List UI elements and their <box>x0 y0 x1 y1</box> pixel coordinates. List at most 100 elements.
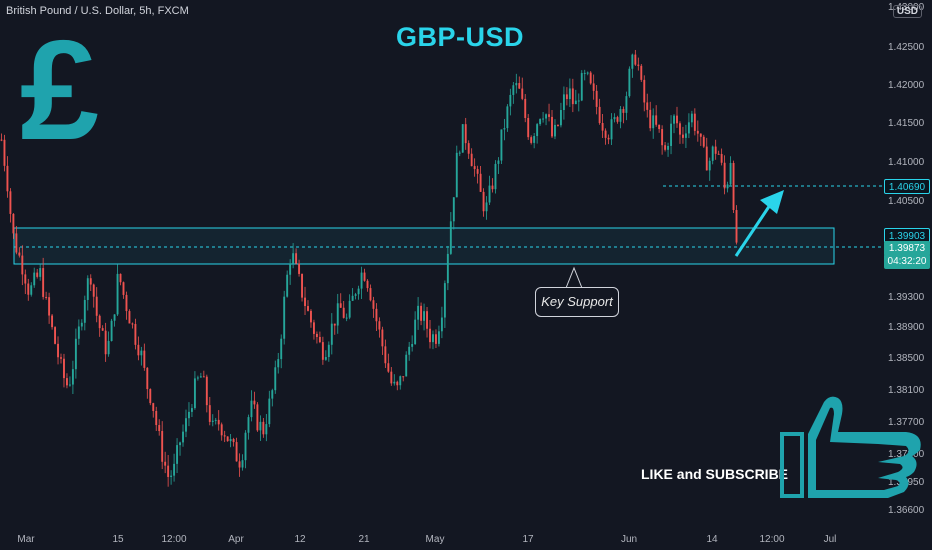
candle-body <box>33 272 36 286</box>
candle-body <box>18 252 21 256</box>
candle-body <box>625 96 628 113</box>
candle-body <box>280 338 283 360</box>
candle-body <box>6 165 9 192</box>
candle-body <box>533 136 536 143</box>
candle-body <box>354 294 357 296</box>
candle-body <box>21 255 24 275</box>
candle-body <box>199 376 202 378</box>
candle-body <box>571 88 574 105</box>
candle-body <box>515 83 518 86</box>
candle-body <box>702 136 705 147</box>
candle-body <box>673 115 675 124</box>
candle-body <box>506 106 509 129</box>
candle-body <box>717 153 720 155</box>
candle-body <box>732 163 735 211</box>
candle-body <box>420 305 423 321</box>
price-tick-label: 1.36600 <box>888 505 925 516</box>
candle-body <box>426 311 428 329</box>
key-support-callout[interactable]: Key Support <box>535 287 619 317</box>
candle-body <box>708 160 711 171</box>
candle-body <box>253 400 256 405</box>
candle-body <box>68 384 71 386</box>
support-zone <box>13 227 835 265</box>
price-tick-label: 1.41500 <box>888 118 925 129</box>
time-axis[interactable]: Mar 15 12:00 Apr 12 21 May 17 Jun 14 12:00 Jul <box>17 534 836 545</box>
candle-body <box>509 94 512 107</box>
candle-body <box>667 145 670 150</box>
candle-body <box>185 418 187 432</box>
candle-body <box>107 341 110 355</box>
price-tick-label: 1.38100 <box>888 385 925 396</box>
candle-body <box>304 297 306 307</box>
candle-body <box>202 376 205 378</box>
candle-body <box>315 333 318 337</box>
candle-body <box>220 424 223 436</box>
candle-body <box>622 109 625 113</box>
candle-body <box>711 146 714 161</box>
candle-body <box>432 334 434 343</box>
candle-body <box>589 72 592 84</box>
annotation-layer <box>565 190 784 289</box>
candle-body <box>378 321 381 330</box>
candle-body <box>24 274 27 284</box>
bullish-arrow-shaft <box>734 204 772 257</box>
time-tick-label: Jul <box>824 534 837 545</box>
candle-body <box>113 314 116 321</box>
price-tag-target: 1.40690 <box>884 179 930 194</box>
candle-body <box>661 129 664 146</box>
candle-body <box>307 306 309 311</box>
candle-body <box>372 300 375 309</box>
candle-body <box>176 445 179 464</box>
time-tick-label: Jun <box>621 534 637 545</box>
symbol-info[interactable]: British Pound / U.S. Dollar, 5h, FXCM <box>6 5 189 17</box>
candle-body <box>71 369 74 385</box>
candle-body <box>342 307 345 318</box>
candle-body <box>223 435 226 437</box>
candle-body <box>735 210 738 243</box>
candle-body <box>649 109 652 129</box>
candle-body <box>512 85 515 95</box>
candle-body <box>193 378 196 409</box>
candle-body <box>637 64 640 66</box>
candle-body <box>440 317 443 332</box>
price-tick-label: 1.40500 <box>888 196 925 207</box>
candle-body <box>208 405 211 422</box>
candle-body <box>286 274 289 297</box>
price-axis[interactable]: 1.43000 1.42500 1.42000 1.41500 1.41000 1.405… <box>888 2 925 516</box>
candle-body <box>387 363 390 372</box>
candle-body <box>131 323 134 325</box>
support-zone-layer <box>13 185 884 265</box>
currency-button[interactable]: USD <box>892 5 922 18</box>
candle-body <box>562 94 565 111</box>
candle-body <box>500 129 503 161</box>
candle-body <box>155 410 158 426</box>
candle-body <box>324 357 327 360</box>
pound-sign-icon: £ <box>20 11 99 170</box>
candle-body <box>679 123 681 135</box>
candle-body <box>244 432 247 461</box>
candle-body <box>464 124 467 144</box>
candle-body <box>98 315 101 329</box>
price-tick-label: 1.37300 <box>888 449 925 460</box>
price-tick-label: 1.38500 <box>888 353 925 364</box>
candle-body <box>518 83 521 89</box>
candle-body <box>89 278 92 285</box>
candle-body <box>476 169 479 174</box>
candle-body <box>402 376 405 378</box>
candle-body <box>262 421 265 435</box>
candle-body <box>229 439 232 442</box>
candle-body <box>521 88 524 99</box>
candle-body <box>0 139 3 141</box>
candle-body <box>63 358 65 379</box>
candle-body <box>568 88 571 100</box>
candle-body <box>152 403 155 411</box>
candle-body <box>232 439 235 443</box>
candle-body <box>357 288 360 295</box>
candle-body <box>729 163 732 185</box>
candle-body <box>92 284 95 297</box>
candle-body <box>414 319 417 345</box>
candle-body <box>182 431 184 443</box>
candle-body <box>205 376 208 406</box>
candle-body <box>66 378 68 386</box>
